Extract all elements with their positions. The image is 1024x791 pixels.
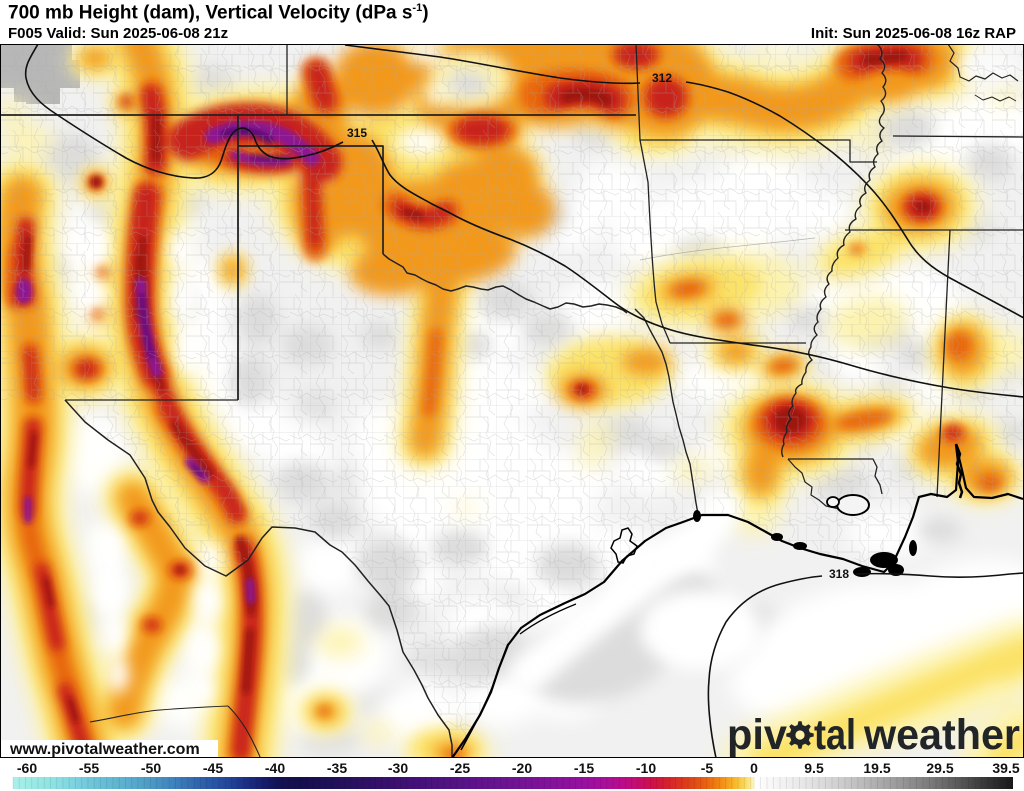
svg-text:-25: -25 xyxy=(450,760,470,776)
svg-text:-30: -30 xyxy=(388,760,408,776)
svg-text:19.5: 19.5 xyxy=(863,760,890,776)
svg-text:-55: -55 xyxy=(79,760,99,776)
svg-text:-60: -60 xyxy=(17,760,37,776)
svg-text:-40: -40 xyxy=(265,760,285,776)
svg-text:39.5: 39.5 xyxy=(992,760,1019,776)
svg-text:29.5: 29.5 xyxy=(926,760,953,776)
svg-text:0: 0 xyxy=(750,760,758,776)
svg-text:www.pivotalweather.com: www.pivotalweather.com xyxy=(9,741,200,758)
svg-text:-15: -15 xyxy=(574,760,594,776)
svg-text:9.5: 9.5 xyxy=(804,760,824,776)
svg-text:piv: piv xyxy=(727,711,787,758)
svg-text:-20: -20 xyxy=(512,760,532,776)
svg-text:315: 315 xyxy=(347,126,367,140)
svg-text:318: 318 xyxy=(829,567,849,581)
svg-text:weather: weather xyxy=(863,711,1020,758)
svg-text:tal: tal xyxy=(814,711,856,758)
svg-text:-10: -10 xyxy=(636,760,656,776)
svg-text:-45: -45 xyxy=(203,760,223,776)
svg-text:-5: -5 xyxy=(701,760,714,776)
svg-text:312: 312 xyxy=(652,71,672,85)
svg-text:-35: -35 xyxy=(327,760,347,776)
svg-text:-50: -50 xyxy=(141,760,161,776)
